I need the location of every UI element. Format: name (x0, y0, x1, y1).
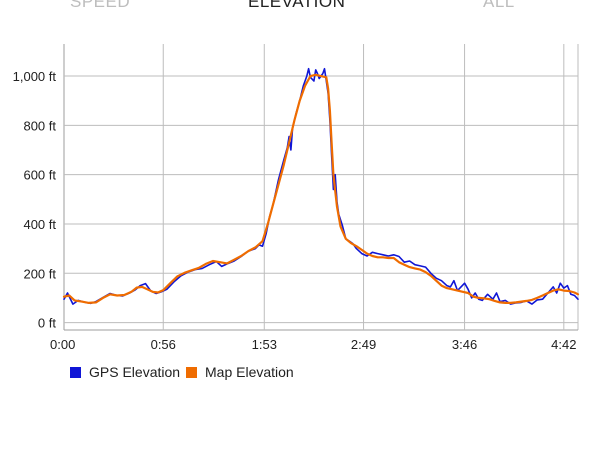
y-tick-label: 1,000 ft (13, 69, 57, 84)
chart-grid (63, 44, 579, 331)
legend-label-map: Map Elevation (205, 364, 294, 380)
y-tick-label: 400 ft (23, 217, 56, 232)
tab-elevation[interactable]: ELEVATION (248, 0, 346, 11)
x-tick-label: 0:56 (151, 337, 176, 352)
legend-label-gps: GPS Elevation (89, 364, 181, 380)
x-tick-label: 0:00 (50, 337, 75, 352)
legend-swatch-gps (70, 367, 81, 378)
legend-swatch-map (186, 367, 197, 378)
x-tick-label: 4:42 (551, 337, 576, 352)
y-tick-label: 200 ft (23, 266, 56, 281)
map-elevation-line (62, 73, 580, 304)
x-tick-label: 2:49 (351, 337, 376, 352)
tab-speed[interactable]: SPEED (70, 0, 131, 11)
gps-elevation-line (63, 67, 579, 305)
x-tick-label: 1:53 (252, 337, 277, 352)
legend-map-elevation: Map Elevation (186, 364, 294, 380)
y-axis-labels: 0 ft 200 ft 400 ft 600 ft 800 ft 1,000 ft (13, 69, 57, 331)
x-axis-labels: 0:00 0:56 1:53 2:49 3:46 4:42 (50, 337, 576, 352)
legend-gps-elevation: GPS Elevation (70, 364, 180, 380)
x-tick-label: 3:46 (452, 337, 477, 352)
y-tick-label: 0 ft (38, 316, 56, 331)
y-tick-label: 600 ft (23, 168, 56, 183)
y-tick-label: 800 ft (23, 118, 56, 133)
tab-bar: SPEED ELEVATION ALL (0, 0, 600, 14)
series-lines (62, 67, 580, 305)
tab-all[interactable]: ALL (483, 0, 515, 11)
